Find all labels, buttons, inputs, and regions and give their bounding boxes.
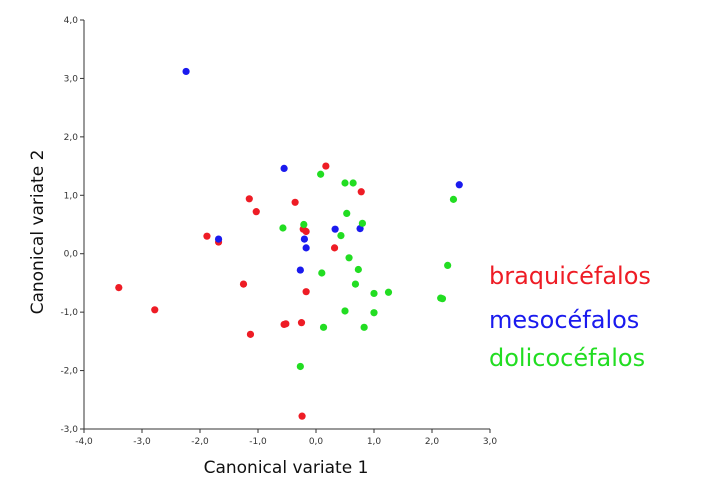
data-point	[245, 195, 253, 203]
data-point	[298, 412, 306, 420]
x-tick-label: -3,0	[133, 437, 151, 447]
data-point	[318, 269, 326, 277]
data-point	[322, 162, 330, 170]
y-tick-label: -1,0	[60, 308, 78, 318]
legend-label-mesocefalos: mesocéfalos	[489, 306, 639, 334]
data-point	[214, 235, 223, 243]
data-point	[370, 289, 378, 298]
data-point	[203, 232, 211, 240]
x-tick-label: -4,0	[75, 437, 93, 447]
series-1	[182, 67, 463, 274]
data-point	[354, 265, 362, 274]
legend-label-dolicocefalos: dolicocéfalos	[489, 344, 645, 372]
data-point	[317, 170, 325, 178]
data-point	[182, 67, 190, 76]
data-point	[370, 309, 378, 317]
data-point	[280, 164, 288, 173]
data-point	[449, 195, 458, 203]
data-point	[302, 227, 310, 236]
data-point	[151, 306, 159, 314]
data-point	[341, 179, 349, 187]
x-tick-label: -2,0	[191, 437, 209, 447]
x-tick-label: 2,0	[425, 437, 440, 447]
legend-label-braquicefalos: braquicéfalos	[489, 262, 651, 290]
x-axis-title: Canonical variate 1	[204, 458, 369, 478]
data-point	[302, 244, 310, 252]
data-point	[246, 330, 255, 338]
y-tick-label: 4,0	[64, 16, 79, 26]
data-point	[331, 225, 339, 233]
data-point	[444, 261, 452, 269]
y-axis-title: Canonical variate 2	[28, 150, 48, 315]
data-point	[351, 280, 360, 288]
data-point	[296, 266, 304, 274]
data-point	[438, 295, 447, 303]
data-point	[279, 224, 287, 232]
data-point	[291, 198, 299, 206]
y-tick-label: -3,0	[60, 425, 78, 435]
y-tick-label: 0,0	[64, 250, 79, 260]
data-point	[357, 188, 365, 196]
data-point	[319, 323, 328, 331]
data-point	[115, 284, 123, 292]
data-point	[282, 320, 290, 328]
data-point	[343, 209, 351, 217]
y-tick-label: 3,0	[64, 74, 79, 84]
data-point	[358, 219, 366, 227]
series-2	[279, 170, 458, 371]
x-tick-label: -1,0	[249, 437, 267, 447]
axes: -3,0 -2,0 -1,0 0,0 1,0 2,0 3,0 4,0 -4,0 -3,0 -2,0 -…	[60, 16, 497, 447]
data-point	[300, 235, 308, 243]
y-tick-label: 2,0	[64, 133, 79, 143]
data-point	[337, 232, 345, 240]
x-tick-label: 3,0	[483, 437, 498, 447]
data-point	[296, 362, 304, 371]
data-point	[297, 319, 306, 327]
y-tick-label: 1,0	[64, 191, 79, 201]
data-point	[300, 220, 308, 229]
data-point	[252, 208, 260, 216]
data-points	[115, 67, 463, 420]
legend: braquicéfalos mesocéfalos dolicocéfalos	[489, 262, 651, 372]
data-point	[384, 288, 393, 296]
data-point	[330, 244, 339, 252]
x-tick-label: 0,0	[309, 437, 324, 447]
data-point	[341, 307, 349, 315]
data-point	[360, 323, 368, 331]
data-point	[455, 181, 463, 189]
data-point	[349, 179, 357, 187]
data-point	[302, 288, 310, 296]
data-point	[239, 280, 248, 288]
data-point	[345, 254, 353, 262]
x-tick-label: 1,0	[367, 437, 382, 447]
y-tick-label: -2,0	[60, 367, 78, 377]
